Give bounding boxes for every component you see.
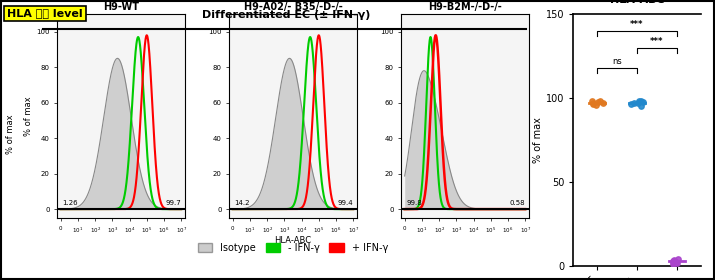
- Point: [633, 99, 645, 104]
- Text: 1.26: 1.26: [62, 200, 78, 206]
- Text: Differentiated EC (± IFN-γ): Differentiated EC (± IFN-γ): [202, 10, 370, 20]
- Y-axis label: % of max: % of max: [24, 96, 34, 136]
- Text: ns: ns: [612, 57, 622, 66]
- Point: [667, 262, 679, 266]
- Text: HLA 발현 level: HLA 발현 level: [7, 8, 83, 18]
- Text: 14.2: 14.2: [235, 200, 250, 206]
- Point: [626, 102, 637, 106]
- Text: 99.7: 99.7: [165, 200, 182, 206]
- Title: H9-A02/- B35/-D-/-: H9-A02/- B35/-D-/-: [244, 2, 342, 12]
- Legend: Isotype, - IFN-γ, + IFN-γ: Isotype, - IFN-γ, + IFN-γ: [197, 243, 388, 253]
- Point: [594, 99, 606, 104]
- Point: [669, 257, 680, 262]
- Point: [586, 98, 598, 103]
- Point: [597, 101, 608, 105]
- Y-axis label: % of max: % of max: [533, 117, 543, 163]
- Title: H9-WT: H9-WT: [103, 2, 139, 12]
- Point: [587, 102, 598, 106]
- Text: 99.8: 99.8: [406, 200, 422, 206]
- Point: [593, 100, 604, 104]
- Point: [672, 257, 684, 261]
- Point: [637, 100, 649, 104]
- Point: [667, 260, 679, 264]
- Point: [670, 260, 681, 265]
- Text: ***: ***: [650, 37, 664, 46]
- Point: [635, 99, 646, 103]
- Point: [636, 104, 647, 109]
- Title: HLA-ABC: HLA-ABC: [610, 0, 664, 5]
- Point: [633, 101, 644, 105]
- Text: % of max: % of max: [6, 115, 15, 154]
- Text: ***: ***: [630, 20, 644, 29]
- Text: 99.4: 99.4: [337, 200, 353, 206]
- X-axis label: HLA-ABC: HLA-ABC: [275, 236, 312, 245]
- Title: H9-B2M-/-D-/-: H9-B2M-/-D-/-: [428, 2, 502, 12]
- Point: [671, 261, 683, 265]
- Point: [590, 102, 601, 107]
- Text: 0.58: 0.58: [510, 200, 526, 206]
- Point: [587, 101, 598, 105]
- Point: [669, 258, 680, 263]
- Point: [667, 259, 679, 263]
- Point: [628, 101, 639, 106]
